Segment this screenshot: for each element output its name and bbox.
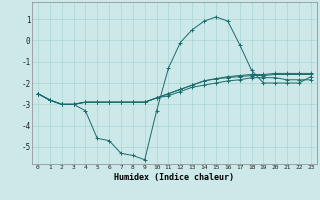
X-axis label: Humidex (Indice chaleur): Humidex (Indice chaleur) xyxy=(115,173,234,182)
